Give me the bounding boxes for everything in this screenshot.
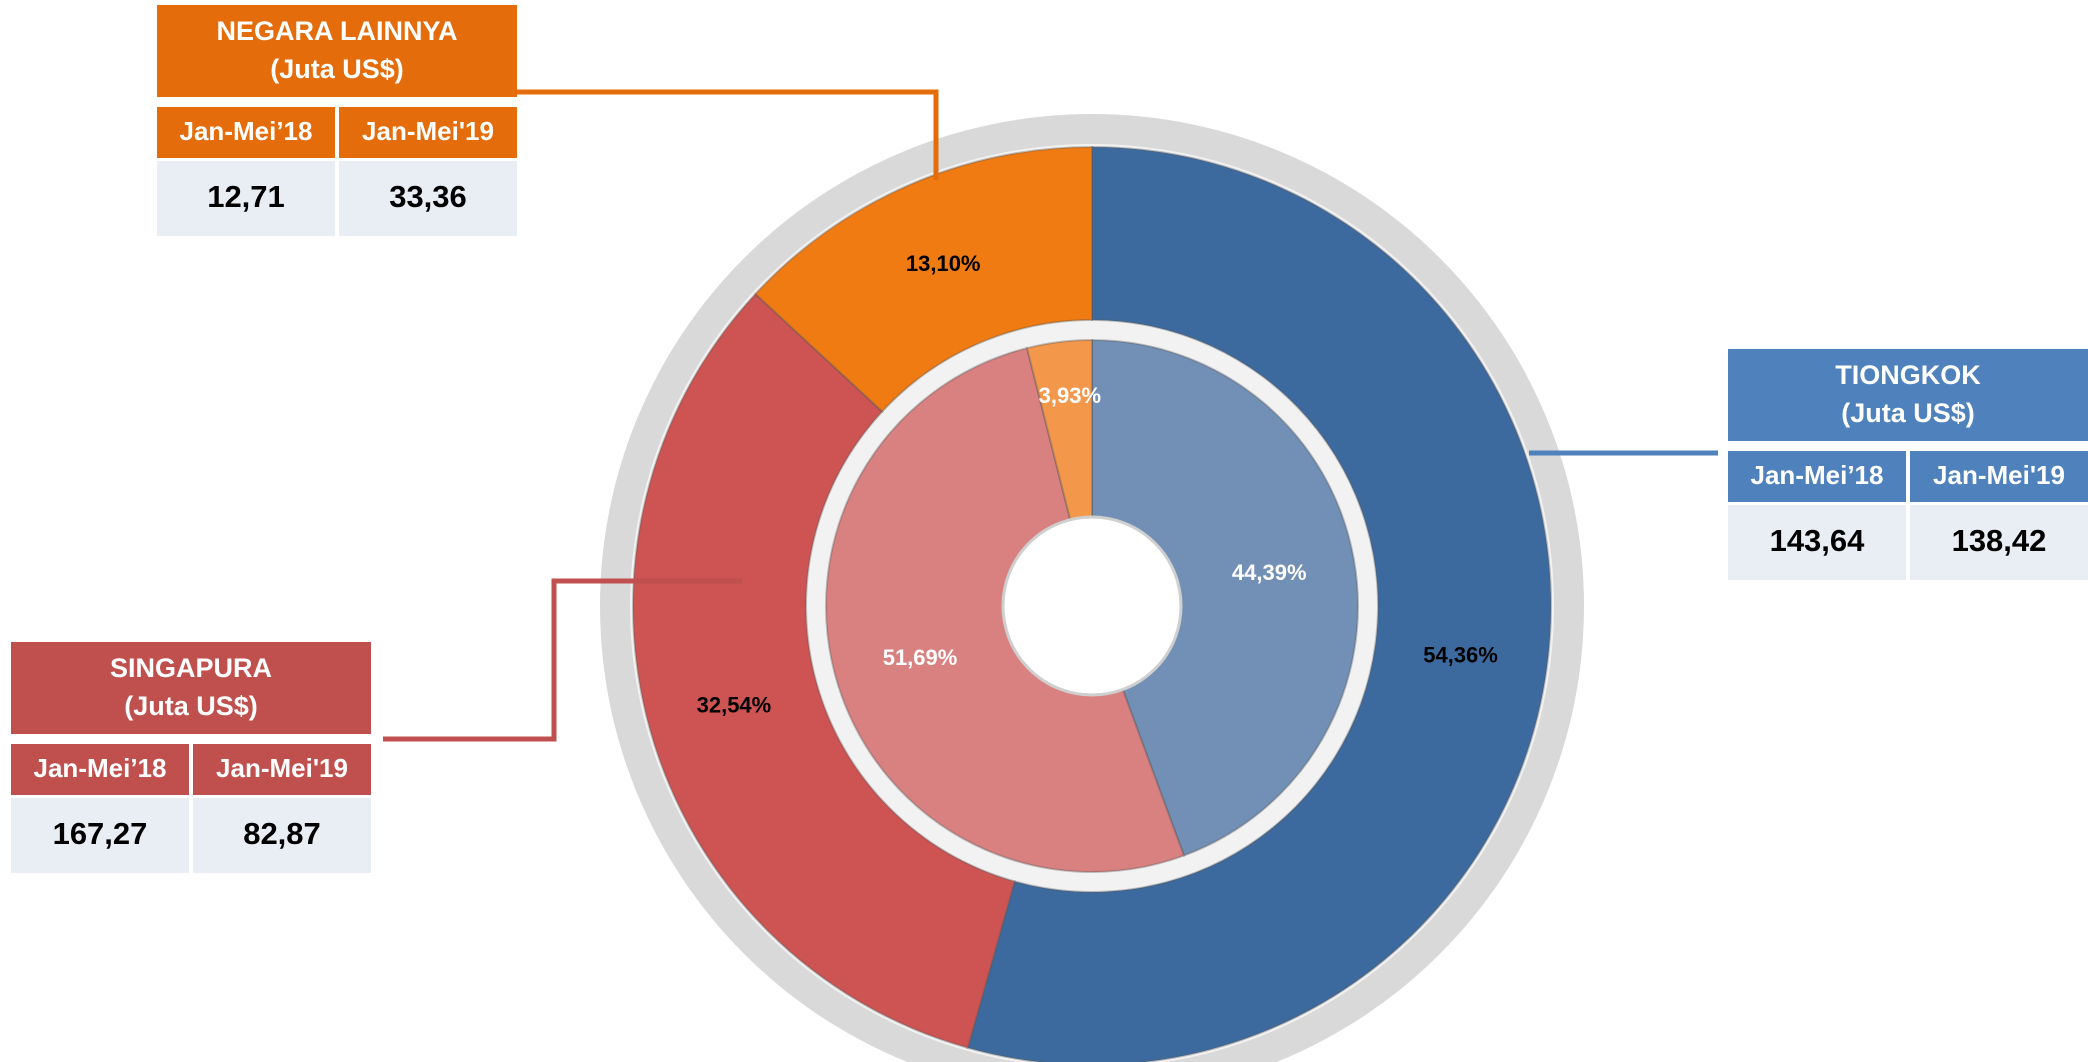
data-label: 54,36% bbox=[1423, 643, 1498, 668]
callout-unit: (Juta US$) bbox=[1841, 398, 1975, 428]
data-label: 13,10% bbox=[906, 251, 981, 276]
callout-value-cell bbox=[11, 798, 189, 873]
callout-value-cell bbox=[193, 798, 371, 873]
donut-segment bbox=[632, 292, 1016, 1050]
callout-title-band bbox=[1728, 349, 2088, 441]
callout-boxes: TIONGKOK (Juta US$) Jan-Mei’18 143,64 Jan-Me… bbox=[11, 5, 2088, 873]
callout-value-cell bbox=[157, 161, 335, 236]
callout-unit: (Juta US$) bbox=[270, 54, 404, 84]
labels: 54,36% 32,54% 13,10% 44,39% 51,69% 3,93% bbox=[697, 251, 1498, 718]
callout-unit: (Juta US$) bbox=[124, 691, 258, 721]
data-label: 3,93% bbox=[1039, 383, 1101, 408]
data-label: 32,54% bbox=[697, 693, 772, 718]
callout-title: TIONGKOK bbox=[1835, 360, 1981, 390]
callout-value: 33,36 bbox=[389, 179, 467, 214]
callout-title-band bbox=[157, 5, 517, 97]
callout-header: Jan-Mei'19 bbox=[216, 753, 348, 783]
callout-header-cell bbox=[1728, 451, 1906, 502]
callout: NEGARA LAINNYA (Juta US$) Jan-Mei’18 12,71 J… bbox=[157, 5, 517, 236]
connectors bbox=[383, 89, 1718, 742]
callout-value: 82,87 bbox=[243, 816, 321, 851]
callout-header: Jan-Mei'19 bbox=[362, 116, 494, 146]
callout-header-cell bbox=[11, 744, 189, 795]
data-label: 51,69% bbox=[883, 645, 958, 670]
donut-hole bbox=[1001, 515, 1183, 697]
callout-value-cell bbox=[1728, 505, 1906, 580]
callout-header: Jan-Mei’18 bbox=[180, 116, 313, 146]
callout-title: NEGARA LAINNYA bbox=[216, 16, 457, 46]
callout-value: 143,64 bbox=[1770, 523, 1866, 558]
callout-header-cell bbox=[157, 107, 335, 158]
callout: SINGAPURA (Juta US$) Jan-Mei’18 167,27 Jan-M… bbox=[11, 642, 371, 873]
donut-segment bbox=[966, 145, 1552, 1062]
callout: TIONGKOK (Juta US$) Jan-Mei’18 143,64 Jan-Me… bbox=[1728, 349, 2088, 580]
callout-header: Jan-Mei’18 bbox=[1751, 460, 1884, 490]
connector bbox=[383, 578, 742, 742]
callout-header-cell bbox=[339, 107, 517, 158]
data-label: 44,39% bbox=[1232, 560, 1307, 585]
callout-header-cell bbox=[193, 744, 371, 795]
callout-value: 12,71 bbox=[207, 179, 285, 214]
callout-header-cell bbox=[1910, 451, 2088, 502]
callout-value-cell bbox=[339, 161, 517, 236]
callout-header: Jan-Mei’18 bbox=[34, 753, 167, 783]
callout-value-cell bbox=[1910, 505, 2088, 580]
donut-segment bbox=[754, 145, 1093, 413]
callout-title-band bbox=[11, 642, 371, 734]
callout-header: Jan-Mei'19 bbox=[1933, 460, 2065, 490]
callout-title: SINGAPURA bbox=[110, 653, 272, 683]
callout-value: 167,27 bbox=[53, 816, 148, 851]
rings bbox=[632, 145, 1552, 1062]
connector bbox=[517, 89, 939, 180]
callout-value: 138,42 bbox=[1952, 523, 2047, 558]
